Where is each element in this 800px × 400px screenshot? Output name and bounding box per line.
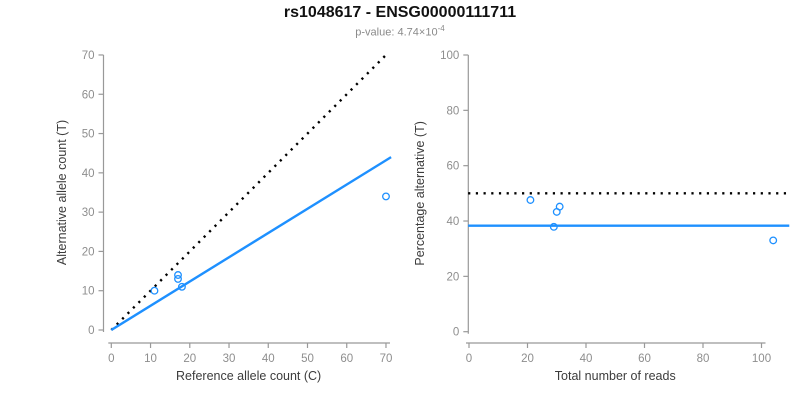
figure-title: rs1048617 - ENSG00000111711 <box>283 4 517 21</box>
left-scatter-panel: 0 10 20 30 40 50 60 70 0 10 20 30 40 50 60 70 Reference … <box>55 50 392 383</box>
identity-line <box>110 54 387 331</box>
y-tick-label: 70 <box>82 50 95 62</box>
y-tick-label: 0 <box>453 327 459 339</box>
x-tick-label: 50 <box>301 353 314 365</box>
y-tick-label: 50 <box>82 129 95 141</box>
data-point <box>177 282 186 291</box>
data-point <box>150 286 159 295</box>
x-tick-label: 40 <box>580 353 593 365</box>
fit-line <box>110 156 392 332</box>
data-point <box>526 196 535 204</box>
x-tick-label: 30 <box>223 353 236 365</box>
y-tick-label: 40 <box>82 168 95 180</box>
data-point <box>174 271 182 279</box>
x-tick-label: 80 <box>697 353 710 365</box>
x-tick-label: 60 <box>340 353 353 365</box>
y-tick-label: 10 <box>82 286 95 298</box>
y-axis-title: Alternative allele count (T) <box>55 120 69 265</box>
y-tick-label: 0 <box>88 325 94 337</box>
data-point <box>549 222 558 231</box>
x-axis-title: Total number of reads <box>555 369 676 383</box>
data-point <box>552 207 561 216</box>
x-tick-label: 70 <box>380 353 393 365</box>
x-tick-label: 0 <box>466 353 472 365</box>
y-axis-title: Percentage alternative (T) <box>413 121 427 266</box>
y-tick-label: 60 <box>82 89 95 101</box>
data-point <box>174 274 182 283</box>
y-tick-label: 60 <box>447 161 460 173</box>
x-tick-label: 10 <box>144 353 157 365</box>
p-value-label: p-value: <box>355 26 395 39</box>
x-tick-label: 60 <box>638 353 651 365</box>
x-tick-label: 20 <box>183 353 196 365</box>
p-value-exponent: -4 <box>437 24 445 33</box>
data-point <box>382 192 390 201</box>
x-tick-label: 20 <box>521 353 534 365</box>
y-tick-label: 20 <box>447 271 460 283</box>
right-scatter-panel: 0 20 40 60 80 100 0 20 40 60 80 100 Total number of … <box>413 50 790 383</box>
y-tick-label: 20 <box>82 246 95 258</box>
p-value-subtitle: p-value: 4.74×10-4 <box>0 24 800 39</box>
x-tick-label: 0 <box>108 353 114 365</box>
y-tick-label: 100 <box>440 50 459 62</box>
x-tick-label: 40 <box>262 353 275 365</box>
y-tick-label: 80 <box>447 105 460 117</box>
p-value-mantissa: 4.74 <box>397 26 419 39</box>
x-tick-label: 100 <box>752 353 771 365</box>
x-axis-title: Reference allele count (C) <box>176 369 321 383</box>
y-tick-label: 40 <box>447 216 460 228</box>
y-tick-label: 30 <box>82 207 95 219</box>
data-point <box>769 236 778 245</box>
p-value-times-ten: ×10 <box>418 26 438 39</box>
